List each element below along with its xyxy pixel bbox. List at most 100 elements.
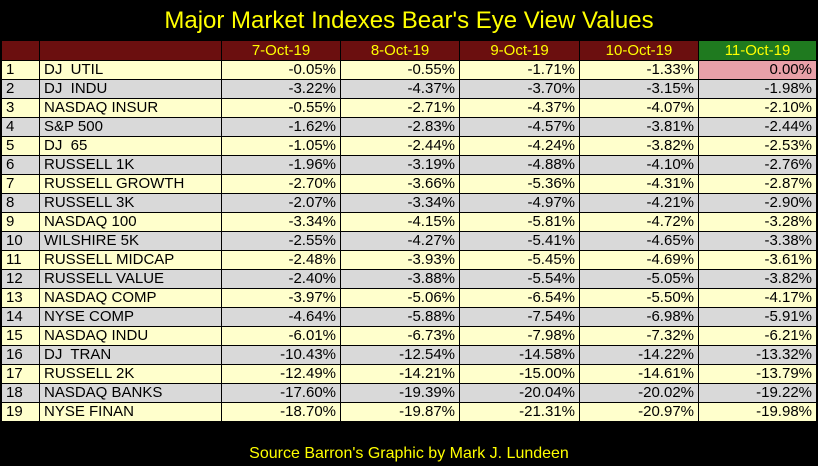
column-header: 9-Oct-19 [459, 40, 580, 61]
column-header: 8-Oct-19 [340, 40, 460, 61]
value-cell: -2.76% [698, 155, 817, 175]
value-cell: -2.71% [340, 98, 460, 118]
value-cell: -4.57% [459, 117, 580, 137]
value-cell: -3.34% [340, 193, 460, 213]
value-cell: -13.32% [698, 345, 817, 365]
table-row: 13 NASDAQ COMP -3.97% -5.06% -6.54% -5.50% -4.… [1, 288, 817, 308]
value-cell: -1.33% [579, 60, 699, 80]
value-cell: -4.37% [340, 79, 460, 99]
table-row: 4 S&P 500 -1.62% -2.83% -4.57% -3.81% -2.44% [1, 117, 817, 137]
value-cell: -14.61% [579, 364, 699, 384]
value-cell: -5.50% [579, 288, 699, 308]
value-cell: -2.70% [221, 174, 341, 194]
value-cell: -5.41% [459, 231, 580, 251]
value-cell: -3.61% [698, 250, 817, 270]
table-row: 3 NASDAQ INSUR -0.55% -2.71% -4.37% -4.07% -2.… [1, 98, 817, 118]
table-row: 18 NASDAQ BANKS -17.60% -19.39% -20.04% -20.0… [1, 383, 817, 403]
index-name-cell: NASDAQ INDU [39, 326, 222, 346]
index-name-cell: RUSSELL 1K [39, 155, 222, 175]
value-cell: -21.31% [459, 402, 580, 422]
column-header: 7-Oct-19 [221, 40, 341, 61]
table-body: 1 DJ UTIL -0.05% -0.55% -1.71% -1.33% 0.00% 2 DJ… [1, 60, 817, 422]
value-cell: -6.01% [221, 326, 341, 346]
header-row: 7-Oct-19 8-Oct-19 9-Oct-19 10-Oct-19 11-… [1, 40, 817, 61]
value-cell: -12.49% [221, 364, 341, 384]
index-name-cell: NASDAQ 100 [39, 212, 222, 232]
rank-cell: 2 [1, 79, 40, 99]
source-credit: Source Barron's Graphic by Mark J. Lunde… [249, 445, 569, 462]
value-cell: -2.53% [698, 136, 817, 156]
value-cell: -19.87% [340, 402, 460, 422]
value-cell: -18.70% [221, 402, 341, 422]
value-cell: -1.98% [698, 79, 817, 99]
value-cell: -3.97% [221, 288, 341, 308]
value-cell: -1.71% [459, 60, 580, 80]
rank-cell: 4 [1, 117, 40, 137]
rank-cell: 14 [1, 307, 40, 327]
value-cell: -0.05% [221, 60, 341, 80]
value-cell: -5.91% [698, 307, 817, 327]
rank-cell: 1 [1, 60, 40, 80]
value-cell: -4.07% [579, 98, 699, 118]
value-cell: -4.27% [340, 231, 460, 251]
value-cell: -3.82% [698, 269, 817, 289]
value-cell: -3.19% [340, 155, 460, 175]
index-name-cell: RUSSELL 2K [39, 364, 222, 384]
rank-cell: 19 [1, 402, 40, 422]
table-row: 1 DJ UTIL -0.05% -0.55% -1.71% -1.33% 0.00% [1, 60, 817, 80]
rank-cell: 7 [1, 174, 40, 194]
index-name-cell: DJ 65 [39, 136, 222, 156]
index-name-cell: RUSSELL MIDCAP [39, 250, 222, 270]
value-cell: -14.22% [579, 345, 699, 365]
value-cell: -0.55% [221, 98, 341, 118]
table-row: 15 NASDAQ INDU -6.01% -6.73% -7.98% -7.32% -6.… [1, 326, 817, 346]
value-cell: -20.04% [459, 383, 580, 403]
table-row: 6 RUSSELL 1K -1.96% -3.19% -4.88% -4.10% -2.76… [1, 155, 817, 175]
rank-cell: 9 [1, 212, 40, 232]
value-cell: -3.88% [340, 269, 460, 289]
value-cell: -3.93% [340, 250, 460, 270]
value-cell: -4.69% [579, 250, 699, 270]
value-cell: -7.98% [459, 326, 580, 346]
value-cell: -7.54% [459, 307, 580, 327]
table-row: 19 NYSE FINAN -18.70% -19.87% -21.31% -20.97%… [1, 402, 817, 422]
index-name-cell: WILSHIRE 5K [39, 231, 222, 251]
table-row: 5 DJ 65 -1.05% -2.44% -4.24% -3.82% -2.53% [1, 136, 817, 156]
value-cell: -5.06% [340, 288, 460, 308]
value-cell: -15.00% [459, 364, 580, 384]
rank-cell: 18 [1, 383, 40, 403]
rank-cell: 13 [1, 288, 40, 308]
value-cell: -2.55% [221, 231, 341, 251]
column-header-latest: 11-Oct-19 [698, 40, 817, 61]
value-cell: -3.66% [340, 174, 460, 194]
rank-cell: 6 [1, 155, 40, 175]
value-cell: -4.64% [221, 307, 341, 327]
value-cell: -2.10% [698, 98, 817, 118]
value-cell: -17.60% [221, 383, 341, 403]
index-name-cell: RUSSELL 3K [39, 193, 222, 213]
table-row: 16 DJ TRAN -10.43% -12.54% -14.58% -14.22% -13… [1, 345, 817, 365]
value-cell: -2.07% [221, 193, 341, 213]
value-cell: -3.15% [579, 79, 699, 99]
value-cell: -5.54% [459, 269, 580, 289]
value-cell: -1.05% [221, 136, 341, 156]
rank-cell: 11 [1, 250, 40, 270]
value-cell: -1.62% [221, 117, 341, 137]
value-cell: -2.90% [698, 193, 817, 213]
value-cell: -19.39% [340, 383, 460, 403]
index-name-cell: RUSSELL GROWTH [39, 174, 222, 194]
value-cell: -4.65% [579, 231, 699, 251]
rank-cell: 12 [1, 269, 40, 289]
value-cell: -3.22% [221, 79, 341, 99]
value-cell: -13.79% [698, 364, 817, 384]
value-cell: -4.88% [459, 155, 580, 175]
value-cell: -20.02% [579, 383, 699, 403]
value-cell: -5.36% [459, 174, 580, 194]
value-cell: -20.97% [579, 402, 699, 422]
header-rank-cell [1, 40, 40, 61]
index-values-table: 7-Oct-19 8-Oct-19 9-Oct-19 10-Oct-19 11-… [1, 40, 817, 422]
index-name-cell: DJ TRAN [39, 345, 222, 365]
value-cell: -4.31% [579, 174, 699, 194]
column-header: 10-Oct-19 [579, 40, 699, 61]
